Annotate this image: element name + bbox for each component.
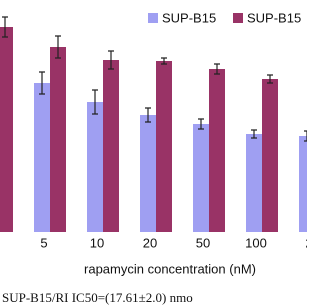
bar <box>103 60 119 232</box>
error-bar <box>39 71 45 95</box>
error-bar <box>108 50 114 70</box>
chart: rapamycin concentration (nM) SUP-B15/RI … <box>0 10 307 305</box>
bar <box>156 61 172 232</box>
bar <box>87 102 103 232</box>
legend-label: SUP-B15 <box>162 10 216 25</box>
legend-swatch <box>233 13 243 23</box>
legend-swatch <box>148 13 158 23</box>
x-tick-label: 10 <box>90 235 104 250</box>
error-bar <box>267 74 273 84</box>
bar <box>262 79 278 232</box>
bar <box>299 136 307 232</box>
x-tick-label: 2 <box>305 235 307 250</box>
error-bar <box>198 118 204 130</box>
error-bar <box>214 63 220 75</box>
error-bar <box>161 57 167 65</box>
x-tick-label: 50 <box>196 235 210 250</box>
x-tick-label: 100 <box>245 235 267 250</box>
bar <box>209 69 225 232</box>
legend-label: SUP-B15 <box>247 10 301 25</box>
error-bar <box>55 35 61 59</box>
bar <box>0 27 13 232</box>
bar <box>193 124 209 232</box>
bar <box>50 47 66 232</box>
error-bar <box>251 129 257 139</box>
x-tick-label: 20 <box>143 235 157 250</box>
bar <box>246 134 262 232</box>
x-tick-label: 5 <box>40 235 47 250</box>
footnote: SUP-B15/RI IC50=(17.61±2.0) nmo <box>2 290 193 305</box>
bar <box>140 115 156 232</box>
bar <box>34 83 50 232</box>
error-bar <box>145 107 151 123</box>
error-bar <box>92 89 98 115</box>
error-bar <box>304 130 307 142</box>
error-bar <box>2 16 8 38</box>
x-axis-title: rapamycin concentration (nM) <box>84 261 256 276</box>
